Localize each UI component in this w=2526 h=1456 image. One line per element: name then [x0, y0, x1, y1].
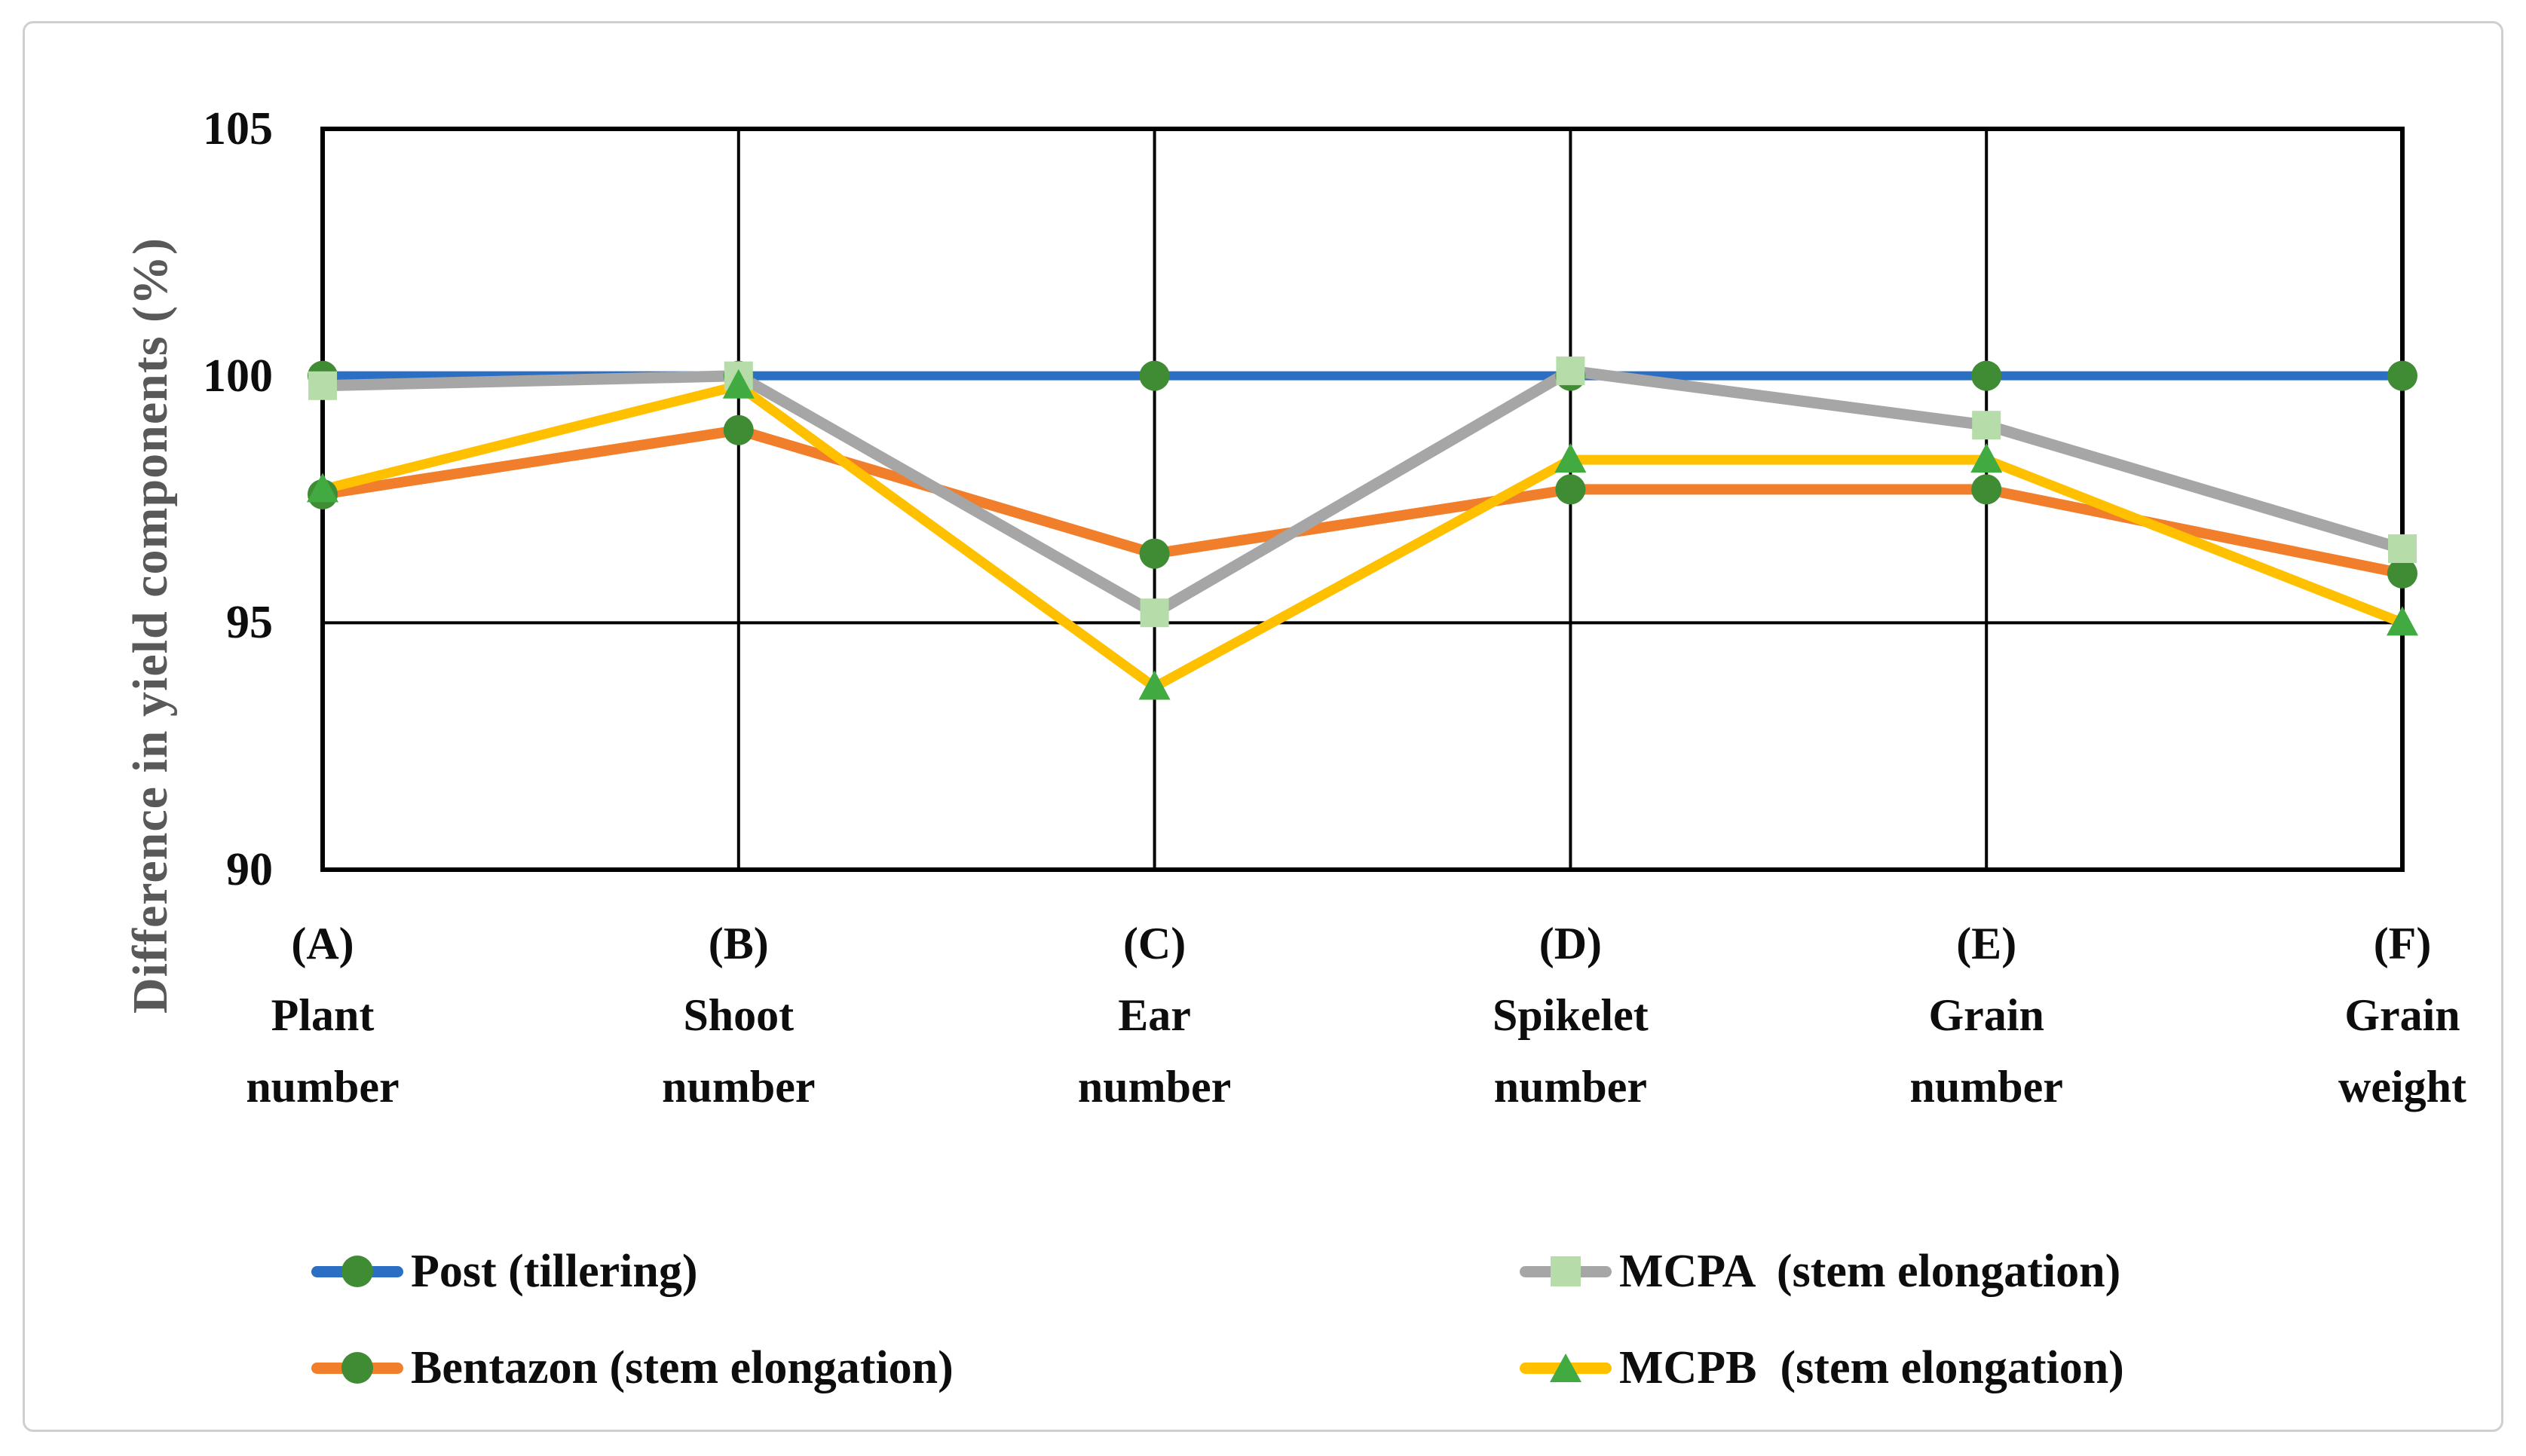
data-point-circle	[1555, 474, 1586, 505]
data-point-circle	[723, 414, 754, 445]
data-point-triangle	[2387, 606, 2418, 636]
legend-item-1: Bentazon (stem elongation)	[311, 1341, 954, 1394]
legend-square-marker-icon	[1551, 1256, 1581, 1286]
legend-line-swatch	[1520, 1256, 1612, 1286]
legend-item-2: MCPA (stem elongation)	[1520, 1245, 2120, 1298]
figure-border	[23, 21, 2503, 1432]
x-category-label-line: (F)	[2373, 919, 2432, 968]
y-tick-label-90: 90	[226, 844, 273, 895]
x-category-label-line: Grain	[2344, 990, 2460, 1040]
data-point-triangle	[1970, 443, 2003, 473]
x-category-label-line: (C)	[1122, 919, 1186, 968]
data-point-square	[1972, 411, 2001, 440]
x-category-label-line: number	[1077, 1062, 1232, 1112]
data-point-square	[2388, 534, 2417, 564]
data-point-circle	[2387, 558, 2417, 589]
legend-circle-marker-icon	[341, 1256, 373, 1287]
data-point-triangle	[1138, 670, 1171, 700]
x-category-label-line: Ear	[1118, 990, 1191, 1040]
data-point-circle	[1971, 360, 2002, 391]
series-line-2	[322, 365, 2405, 619]
data-point-square	[1140, 598, 1169, 628]
legend-label: Bentazon (stem elongation)	[411, 1342, 954, 1393]
data-point-circle	[2387, 360, 2417, 391]
data-point-triangle	[1554, 443, 1587, 473]
x-category-label-line: number	[1493, 1062, 1648, 1112]
x-category-label-line: (A)	[291, 919, 354, 968]
x-category-label-line: (E)	[1956, 919, 2017, 968]
legend-line-swatch	[311, 1256, 403, 1287]
x-category-label-line: weight	[2338, 1062, 2466, 1112]
x-category-label-line: number	[662, 1062, 816, 1112]
series-line-3	[321, 381, 2405, 693]
x-category-label-line: Spikelet	[1493, 990, 1649, 1040]
legend-label: MCPB (stem elongation)	[1619, 1342, 2124, 1393]
legend-triangle-marker-icon	[1550, 1354, 1581, 1382]
x-category-label-line: number	[1909, 1062, 2063, 1112]
data-point-circle	[1139, 538, 1170, 569]
x-category-label-2: (C) Ear number	[944, 908, 1366, 1123]
data-point-triangle	[307, 473, 338, 503]
y-tick-label-100: 100	[203, 350, 273, 402]
x-category-label-1: (B) Shoot number	[528, 908, 950, 1123]
legend-line-swatch	[311, 1352, 403, 1384]
data-point-triangle	[722, 369, 755, 399]
x-category-label-5: (F) Grain weight	[2191, 908, 2526, 1123]
x-category-label-line: number	[246, 1062, 400, 1112]
data-point-square	[1556, 356, 1585, 386]
x-category-label-4: (E) Grain number	[1775, 908, 2197, 1123]
legend-line-swatch	[1520, 1354, 1612, 1382]
x-category-label-line: Grain	[1928, 990, 2044, 1040]
x-category-label-line: Plant	[271, 990, 375, 1040]
x-category-label-3: (D) Spikelet number	[1359, 908, 1781, 1123]
legend-item-0: Post (tillering)	[311, 1245, 698, 1298]
legend-circle-marker-icon	[341, 1352, 373, 1384]
data-point-square	[308, 371, 337, 400]
y-tick-label-95: 95	[226, 597, 273, 649]
data-point-circle	[1971, 474, 2002, 505]
data-point-circle	[1139, 360, 1170, 391]
legend-item-3: MCPB (stem elongation)	[1520, 1341, 2124, 1394]
legend-label: MCPA (stem elongation)	[1619, 1246, 2121, 1297]
series-line-1	[321, 424, 2404, 579]
y-tick-label-105: 105	[203, 103, 273, 154]
x-category-label-line: (D)	[1539, 919, 1603, 968]
x-category-label-line: (B)	[708, 919, 769, 968]
x-category-label-line: Shoot	[683, 990, 795, 1040]
legend-label: Post (tillering)	[411, 1246, 698, 1297]
x-category-label-0: (A) Plant number	[112, 908, 534, 1123]
